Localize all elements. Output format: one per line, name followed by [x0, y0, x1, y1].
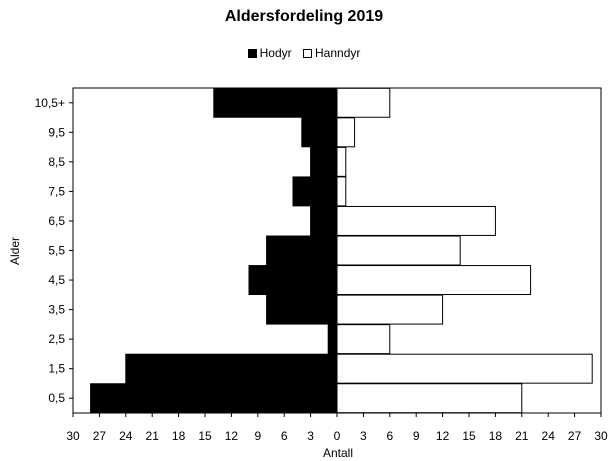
y-tick-label: 3,5 — [48, 303, 65, 317]
bar-hanndyr-0-5 — [336, 383, 523, 414]
x-tick-label: 15 — [198, 429, 212, 443]
x-tick-label: 3 — [307, 429, 314, 443]
x-tick-label: 6 — [281, 429, 288, 443]
x-tick-label: 15 — [462, 429, 476, 443]
x-tick-label: 0 — [334, 429, 341, 443]
legend-label-hanndyr: Hanndyr — [315, 46, 361, 60]
plot-area: 0,51,52,53,54,55,56,57,58,59,510,5+30 27 2… — [35, 87, 608, 443]
bar-hanndyr-1-5 — [336, 353, 593, 384]
bar-hanndyr-2-5 — [336, 324, 391, 355]
x-tick-label: 30 — [594, 429, 608, 443]
y-tick-label: 0,5 — [48, 391, 65, 405]
bar-hanndyr-8-5 — [336, 146, 347, 177]
y-axis-title: Alder — [8, 237, 22, 265]
bar-hodyr-6-5 — [310, 205, 338, 236]
bar-hodyr-10-5- — [213, 87, 338, 118]
y-tick-label: 4,5 — [48, 273, 65, 287]
x-tick-label: 24 — [119, 429, 133, 443]
x-tick-label: 24 — [542, 429, 556, 443]
x-tick-label: 30 — [66, 429, 80, 443]
bar-hanndyr-4-5 — [336, 265, 532, 296]
x-tick-label: 21 — [515, 429, 529, 443]
legend-swatch-hanndyr — [303, 48, 312, 58]
y-tick-label: 5,5 — [48, 244, 65, 258]
bar-hanndyr-7-5 — [336, 176, 347, 207]
y-tick-label: 7,5 — [48, 184, 65, 198]
y-tick-label: 1,5 — [48, 362, 65, 376]
bar-hodyr-5-5 — [266, 235, 338, 266]
y-tick-label: 10,5+ — [35, 96, 65, 110]
chart-legend: Hodyr Hanndyr — [0, 46, 608, 61]
bar-hodyr-3-5 — [266, 294, 338, 325]
bar-hodyr-9-5 — [301, 117, 338, 148]
legend-swatch-hodyr — [247, 48, 257, 58]
x-tick-label: 27 — [568, 429, 582, 443]
x-tick-label: 21 — [146, 429, 160, 443]
x-tick-label: 9 — [413, 429, 420, 443]
x-tick-label: 27 — [93, 429, 107, 443]
y-tick-label: 6,5 — [48, 214, 65, 228]
bar-hanndyr-3-5 — [336, 294, 444, 325]
legend-item-hodyr: Hodyr — [247, 46, 292, 60]
bar-hanndyr-9-5 — [336, 117, 356, 148]
bar-hanndyr-5-5 — [336, 235, 461, 266]
bar-hodyr-2-5 — [327, 324, 338, 355]
x-tick-label: 3 — [360, 429, 367, 443]
x-tick-label: 18 — [172, 429, 186, 443]
y-tick-label: 8,5 — [48, 155, 65, 169]
bar-hanndyr-10-5- — [336, 87, 391, 118]
x-axis-title: Antall — [323, 446, 353, 460]
x-tick-label: 9 — [254, 429, 261, 443]
x-tick-label: 18 — [489, 429, 503, 443]
x-tick-label: 12 — [436, 429, 450, 443]
bar-hodyr-1-5 — [125, 353, 338, 384]
bar-hanndyr-6-5 — [336, 205, 496, 236]
legend-item-hanndyr: Hanndyr — [303, 46, 360, 60]
legend-label-hodyr: Hodyr — [259, 46, 292, 60]
bar-hodyr-4-5 — [248, 265, 338, 296]
bar-hodyr-7-5 — [292, 176, 338, 207]
y-tick-label: 2,5 — [48, 332, 65, 346]
bar-hodyr-0-5 — [90, 383, 338, 414]
x-tick-label: 6 — [386, 429, 393, 443]
y-tick-label: 9,5 — [48, 125, 65, 139]
x-tick-label: 12 — [225, 429, 239, 443]
bar-hodyr-8-5 — [310, 146, 338, 177]
chart-title: Aldersfordeling 2019 — [224, 8, 384, 25]
